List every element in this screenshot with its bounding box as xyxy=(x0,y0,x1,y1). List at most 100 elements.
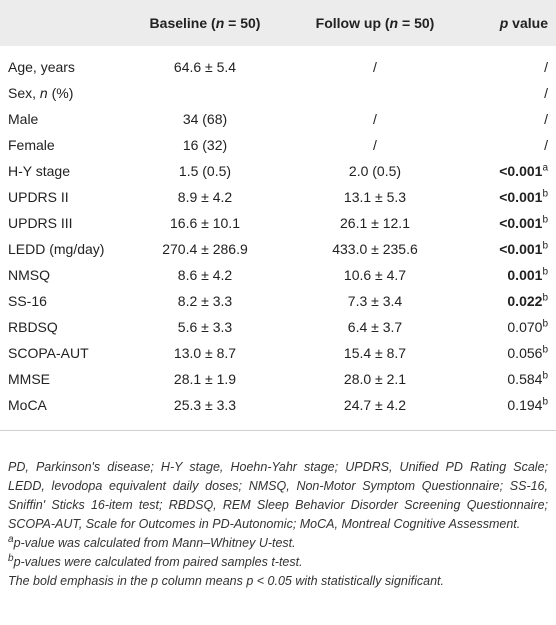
row-label: Age, years xyxy=(8,59,75,75)
text-part: n xyxy=(389,15,399,31)
note-mark: b xyxy=(542,344,548,356)
value-cell: 28.0 ± 2.1 xyxy=(343,371,407,387)
value-cell: 24.7 ± 4.2 xyxy=(343,397,407,413)
note-mark: b xyxy=(542,396,548,408)
row-label: UPDRS II xyxy=(8,189,69,205)
p-value: 0.194b xyxy=(507,396,548,414)
row-label: H-Y stage xyxy=(8,163,70,179)
column-header: Baseline (n = 50) xyxy=(125,14,285,32)
note-mark: b xyxy=(542,188,548,200)
p-value: 0.001b xyxy=(507,266,548,284)
footnote-text: p-value was calculated from Mann–Whitney… xyxy=(13,536,296,550)
text-part: n xyxy=(215,15,225,31)
text-part: (%) xyxy=(47,85,74,101)
value-cell: 270.4 ± 286.9 xyxy=(162,241,248,257)
p-value-text: <0.001 xyxy=(499,241,543,257)
p-value-text: / xyxy=(544,111,548,127)
header-band xyxy=(0,0,556,46)
p-value: 0.584b xyxy=(507,370,548,388)
note-mark: b xyxy=(542,370,548,382)
footnote-text: p-values were calculated from paired sam… xyxy=(13,555,303,569)
p-value-text: / xyxy=(544,59,548,75)
column-header: Follow up (n = 50) xyxy=(290,14,460,32)
p-value-text: 0.056 xyxy=(507,345,543,361)
p-value: 0.070b xyxy=(507,318,548,336)
note-mark: b xyxy=(542,292,548,304)
note-mark: b xyxy=(542,214,548,226)
p-value-text: 0.584 xyxy=(507,371,543,387)
value-cell: / xyxy=(373,111,377,127)
p-value: 0.022b xyxy=(507,292,548,310)
value-cell: 15.4 ± 8.7 xyxy=(343,345,407,361)
note-mark: b xyxy=(542,240,548,252)
value-cell: 26.1 ± 12.1 xyxy=(340,215,410,231)
row-label: Sex, n (%) xyxy=(8,84,73,102)
row-label: UPDRS III xyxy=(8,215,73,231)
text-part: n xyxy=(39,85,48,101)
p-value-text: <0.001 xyxy=(499,215,543,231)
note-mark: b xyxy=(542,266,548,278)
column-header: p value xyxy=(500,14,548,32)
row-label: RBDSQ xyxy=(8,319,58,335)
p-value: <0.001b xyxy=(499,240,548,258)
note-mark: a xyxy=(8,533,14,545)
value-cell: 34 (68) xyxy=(182,111,228,127)
note-mark: b xyxy=(542,318,548,330)
row-label: Female xyxy=(8,137,55,153)
p-value: / xyxy=(544,110,548,128)
value-cell: 64.6 ± 5.4 xyxy=(173,59,237,75)
row-label: LEDD (mg/day) xyxy=(8,241,105,257)
p-value: 0.056b xyxy=(507,344,548,362)
value-cell: 1.5 (0.5) xyxy=(178,163,232,179)
p-value-text: 0.194 xyxy=(507,397,543,413)
text-part: value xyxy=(508,15,548,31)
value-cell: 5.6 ± 3.3 xyxy=(177,319,233,335)
row-label: NMSQ xyxy=(8,267,50,283)
footnote: bp-values were calculated from paired sa… xyxy=(8,553,548,572)
value-cell: 13.1 ± 5.3 xyxy=(343,189,407,205)
value-cell: 433.0 ± 235.6 xyxy=(332,241,418,257)
p-value: <0.001a xyxy=(499,162,548,180)
row-label: Male xyxy=(8,111,39,127)
value-cell: 13.0 ± 8.7 xyxy=(173,345,237,361)
value-cell: 10.6 ± 4.7 xyxy=(343,267,407,283)
text-part: Sex, xyxy=(8,85,40,101)
value-cell: 8.9 ± 4.2 xyxy=(177,189,233,205)
value-cell: 28.1 ± 1.9 xyxy=(173,371,237,387)
value-cell: 25.3 ± 3.3 xyxy=(173,397,237,413)
footnotes: PD, Parkinson's disease; H-Y stage, Hoeh… xyxy=(8,458,548,591)
abbreviations: PD, Parkinson's disease; H-Y stage, Hoeh… xyxy=(8,460,548,531)
text-part: Follow up ( xyxy=(315,15,390,31)
p-value: / xyxy=(544,58,548,76)
footnote: ap-value was calculated from Mann–Whitne… xyxy=(8,534,548,553)
value-cell: 7.3 ± 3.4 xyxy=(347,293,403,309)
row-label: SS-16 xyxy=(8,293,47,309)
text-part: Baseline ( xyxy=(149,15,216,31)
value-cell: 16.6 ± 10.1 xyxy=(170,215,240,231)
p-value-text: 0.022 xyxy=(507,293,543,309)
p-value-text: <0.001 xyxy=(499,163,543,179)
row-label: SCOPA-AUT xyxy=(8,345,89,361)
value-cell: 2.0 (0.5) xyxy=(348,163,402,179)
value-cell: 6.4 ± 3.7 xyxy=(347,319,403,335)
value-cell: 16 (32) xyxy=(182,137,228,153)
p-value-text: / xyxy=(544,85,548,101)
text-part: p xyxy=(499,15,509,31)
table-rule xyxy=(0,430,556,431)
note-mark: b xyxy=(8,552,14,564)
text-part: = 50) xyxy=(224,15,261,31)
p-value-text: 0.001 xyxy=(507,267,543,283)
p-value-text: <0.001 xyxy=(499,189,543,205)
value-cell: / xyxy=(373,59,377,75)
row-label: MMSE xyxy=(8,371,50,387)
p-value: <0.001b xyxy=(499,188,548,206)
p-value: <0.001b xyxy=(499,214,548,232)
note-mark: a xyxy=(542,162,548,174)
p-value: / xyxy=(544,84,548,102)
p-value-text: / xyxy=(544,137,548,153)
text-part: = 50) xyxy=(398,15,435,31)
emphasis-note: The bold emphasis in the p column means … xyxy=(8,574,444,588)
value-cell: / xyxy=(373,137,377,153)
p-value-text: 0.070 xyxy=(507,319,543,335)
p-value: / xyxy=(544,136,548,154)
